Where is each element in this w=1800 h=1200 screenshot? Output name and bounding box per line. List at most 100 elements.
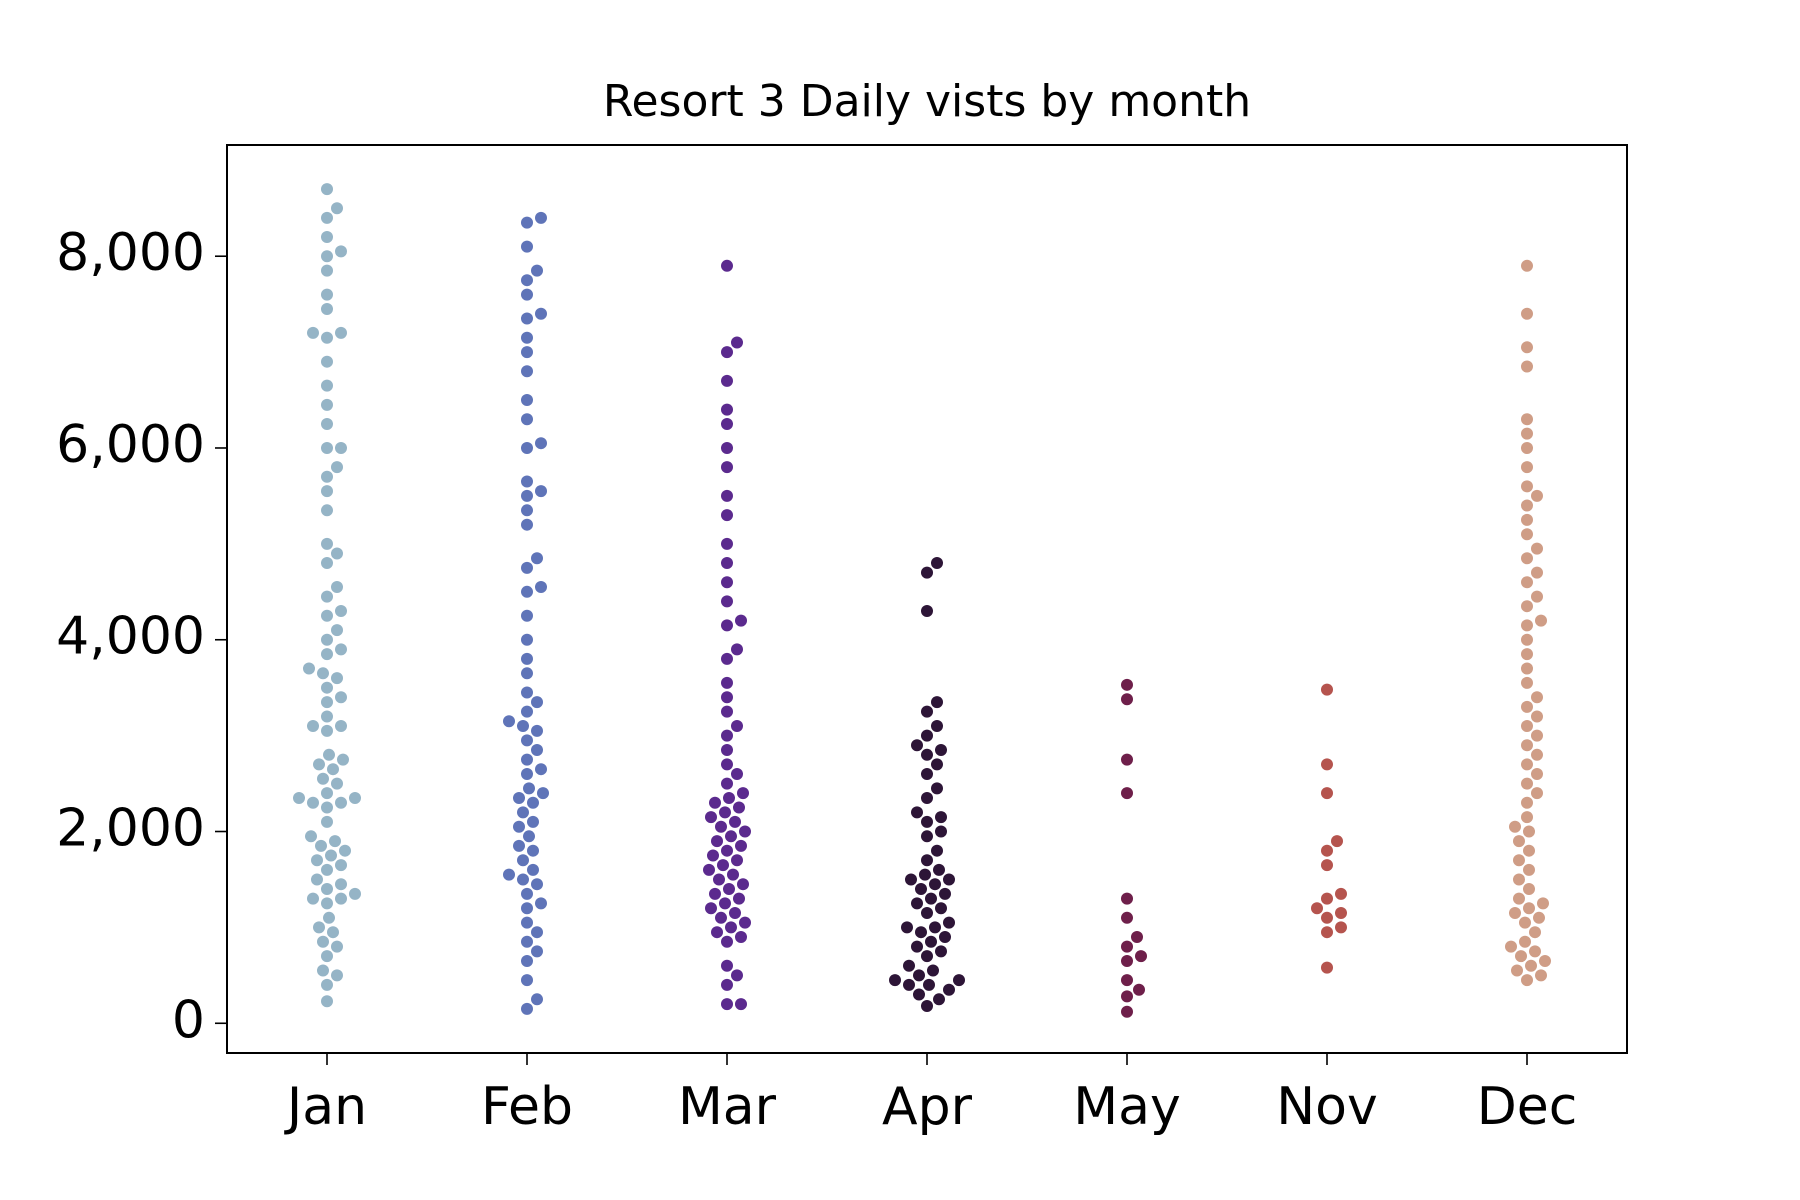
swarm-point [517, 854, 529, 867]
swarm-point [721, 619, 733, 632]
swarm-point [1529, 945, 1541, 958]
swarm-point [335, 720, 347, 733]
swarm-point [321, 331, 333, 344]
swarm-point [531, 945, 543, 958]
swarm-point [313, 758, 325, 771]
swarm-point [921, 604, 933, 617]
swarm-point [703, 863, 715, 876]
swarm-point [735, 930, 747, 943]
x-tick-label: Feb [481, 1077, 573, 1137]
swarm-point [1509, 820, 1521, 833]
swarm-point [737, 787, 749, 800]
swarm-point [1523, 863, 1535, 876]
swarm-point [331, 461, 343, 474]
swarm-point [521, 1002, 533, 1015]
swarm-point [335, 859, 347, 872]
swarm-point [931, 844, 943, 857]
swarm-point [321, 398, 333, 411]
swarm-point [715, 820, 727, 833]
swarm-point [1513, 835, 1525, 848]
swarm-point [1523, 844, 1535, 857]
swarm-point [1121, 974, 1133, 987]
swarm-point [723, 883, 735, 896]
swarm-point [939, 887, 951, 900]
swarm-point [535, 307, 547, 320]
swarm-point [349, 887, 361, 900]
x-tick-label: Dec [1477, 1077, 1578, 1137]
swarm-point [321, 264, 333, 277]
swarm-point [1535, 969, 1547, 982]
swarm-point [921, 748, 933, 761]
swarm-point [1521, 307, 1533, 320]
swarm-point [349, 791, 361, 804]
swarm-point [921, 566, 933, 579]
swarm-point [321, 787, 333, 800]
swarm-point [1521, 700, 1533, 713]
swarm-point [317, 964, 329, 977]
swarm-point [321, 211, 333, 224]
swarm-point [1531, 691, 1543, 704]
swarm-point [931, 696, 943, 709]
swarm-point [521, 504, 533, 517]
swarm-point [721, 777, 733, 790]
swarm-point [521, 346, 533, 359]
swarm-point [1121, 954, 1133, 967]
swarm-point [1121, 678, 1133, 691]
swarm-point [321, 696, 333, 709]
swarm-point [521, 441, 533, 454]
swarm-point [731, 720, 743, 733]
swarm-point [321, 590, 333, 603]
swarm-point [721, 844, 733, 857]
swarm-point [1521, 974, 1533, 987]
swarm-point [705, 811, 717, 824]
swarm-point [321, 250, 333, 263]
swarm-point [521, 705, 533, 718]
x-tick-label: Mar [678, 1077, 777, 1137]
swarm-point [721, 537, 733, 550]
swarm-point [1321, 787, 1333, 800]
swarm-point [1321, 683, 1333, 696]
swarm-point [321, 609, 333, 622]
swarm-point [921, 1000, 933, 1013]
swarm-point [521, 331, 533, 344]
swarm-point [321, 288, 333, 301]
swarm-point [1531, 489, 1543, 502]
swarm-point [531, 926, 543, 939]
swarm-point [1521, 413, 1533, 426]
swarm-point [929, 921, 941, 934]
swarm-point [1529, 926, 1541, 939]
x-tick-label: May [1073, 1077, 1181, 1137]
swarm-point [327, 763, 339, 776]
swarm-point [1321, 758, 1333, 771]
swarm-point [721, 691, 733, 704]
swarm-point [721, 557, 733, 570]
swarm-point [337, 753, 349, 766]
swarm-point [531, 264, 543, 277]
swarm-point [721, 509, 733, 522]
swarm-point [527, 796, 539, 809]
swarm-point [521, 767, 533, 780]
swarm-point [721, 705, 733, 718]
swarm-point [943, 873, 955, 886]
swarm-point [721, 418, 733, 431]
swarm-point [523, 830, 535, 843]
swarm-point [521, 365, 533, 378]
swarm-point [321, 470, 333, 483]
swarm-point [913, 969, 925, 982]
swarm-point [521, 394, 533, 407]
y-tick-label: 6,000 [56, 415, 205, 475]
swarm-point [927, 964, 939, 977]
swarm-point [331, 940, 343, 953]
swarm-point [331, 777, 343, 790]
swarm-point [1509, 907, 1521, 920]
swarm-point [721, 729, 733, 742]
swarm-point [335, 245, 347, 258]
swarm-point [1531, 566, 1543, 579]
swarm-point [1321, 844, 1333, 857]
swarm-point [923, 978, 935, 991]
swarm-point [1521, 739, 1533, 752]
swarm-point [735, 998, 747, 1011]
swarm-point [331, 672, 343, 685]
swarm-point [1521, 461, 1533, 474]
swarm-point [323, 911, 335, 924]
